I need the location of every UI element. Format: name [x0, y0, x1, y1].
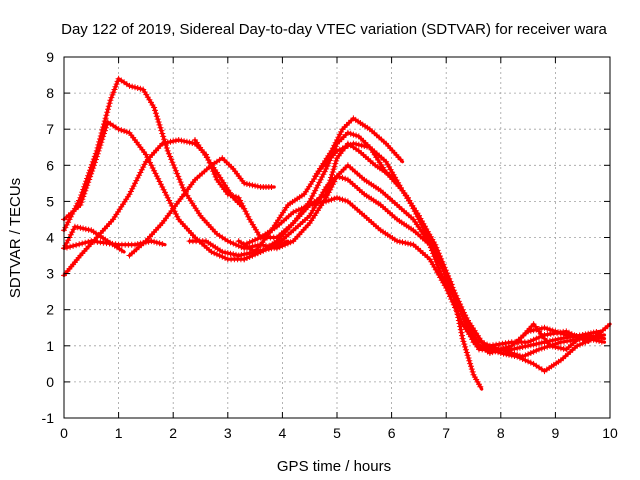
y-tick-label: 7: [46, 121, 54, 137]
series-markers: [235, 140, 484, 390]
series-track-10: [192, 137, 246, 211]
y-tick-label: 3: [46, 266, 54, 282]
x-tick-label: 5: [333, 425, 341, 441]
y-tick-label: 5: [46, 193, 54, 209]
x-tick-label: 10: [602, 425, 618, 441]
y-tick-label: 4: [46, 230, 54, 246]
x-tick-label: 8: [497, 425, 505, 441]
ticks: 0 1 2 3 4 5 6 7 8 9 10 -1 0 1 2 3 4 5 6 7 8 9: [42, 49, 618, 441]
x-tick-label: 0: [60, 425, 68, 441]
y-tick-label: -1: [42, 410, 55, 426]
series-markers: [126, 155, 275, 259]
series-track-12: [312, 115, 405, 180]
x-tick-label: 2: [169, 425, 177, 441]
y-tick-label: 0: [46, 374, 54, 390]
series-markers: [514, 321, 600, 353]
series-markers: [192, 137, 245, 210]
chart-title: Day 122 of 2019, Sidereal Day-to-day VTE…: [61, 21, 607, 38]
x-axis-label: GPS time / hours: [277, 458, 391, 475]
y-tick-label: 9: [46, 49, 54, 65]
x-tick-label: 4: [279, 425, 287, 441]
series-markers: [312, 115, 404, 180]
series-track-11: [235, 140, 484, 391]
y-tick-label: 2: [46, 302, 54, 318]
y-axis-label: SDTVAR / TECUs: [7, 178, 24, 298]
series-group: [61, 75, 612, 391]
x-tick-label: 6: [388, 425, 396, 441]
y-tick-label: 8: [46, 85, 54, 101]
x-tick-label: 1: [115, 425, 123, 441]
y-tick-label: 1: [46, 338, 54, 354]
series-track-13: [514, 321, 601, 353]
y-tick-label: 6: [46, 157, 54, 173]
x-tick-label: 3: [224, 425, 232, 441]
x-tick-label: 7: [442, 425, 450, 441]
x-tick-label: 9: [552, 425, 560, 441]
grid: [64, 57, 610, 418]
